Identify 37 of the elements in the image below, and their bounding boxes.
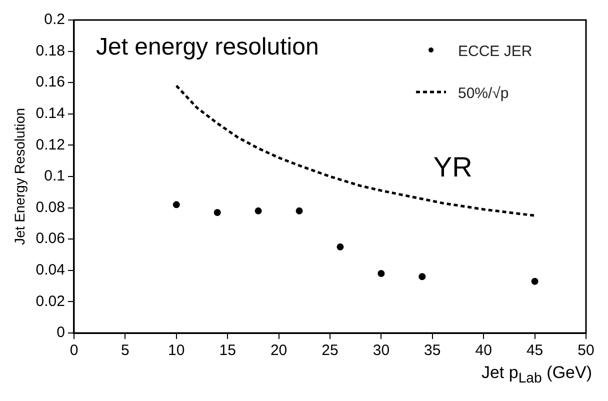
point	[418, 273, 426, 280]
x-tick-label: 20	[270, 342, 288, 360]
x-tick-label: 30	[372, 342, 390, 360]
y-tick-label: 0.14	[36, 105, 65, 122]
x-tick-label: 5	[121, 342, 130, 360]
point	[296, 207, 303, 214]
point	[336, 243, 344, 250]
text: Jet energy resolution	[96, 34, 319, 61]
y-tick-label: 0.18	[36, 42, 65, 60]
point	[214, 208, 221, 216]
annotation: YR	[433, 151, 472, 182]
y-tick-label: 0.12	[36, 136, 65, 154]
x-tick-label: 10	[168, 342, 185, 360]
point	[378, 270, 385, 278]
y-tick-label: 0.08	[36, 198, 65, 216]
point	[254, 207, 262, 214]
x-tick-label: 35	[424, 342, 441, 360]
y-tick-label: 0.1	[44, 168, 65, 185]
y-tick-label: 0.04	[36, 262, 65, 279]
x-tick-label: 40	[475, 342, 492, 360]
x-tick-label: 45	[526, 342, 544, 360]
y-tick-label: 0.16	[36, 74, 65, 91]
point	[172, 201, 180, 208]
x-tick-label: 50	[578, 342, 594, 360]
y-tick-label: 0.2	[44, 11, 65, 28]
legend-label: 50%/√p	[458, 85, 509, 102]
y-tick-label: 0.02	[36, 292, 65, 310]
point	[531, 278, 538, 285]
legend-label: ECCE JER	[458, 43, 532, 60]
y-tick-label: 0.06	[36, 230, 65, 248]
x-tick-label: 0	[70, 342, 78, 360]
x-axis-title: Jet p$_{Lab}$ (GeV)	[481, 363, 592, 386]
y-tick-label: 0	[56, 324, 65, 342]
x-tick-label: 25	[322, 342, 338, 360]
line-series	[175, 84, 536, 217]
x-tick-label: 15	[219, 342, 236, 360]
y-axis-title: Jet Energy Resolution	[11, 108, 28, 245]
